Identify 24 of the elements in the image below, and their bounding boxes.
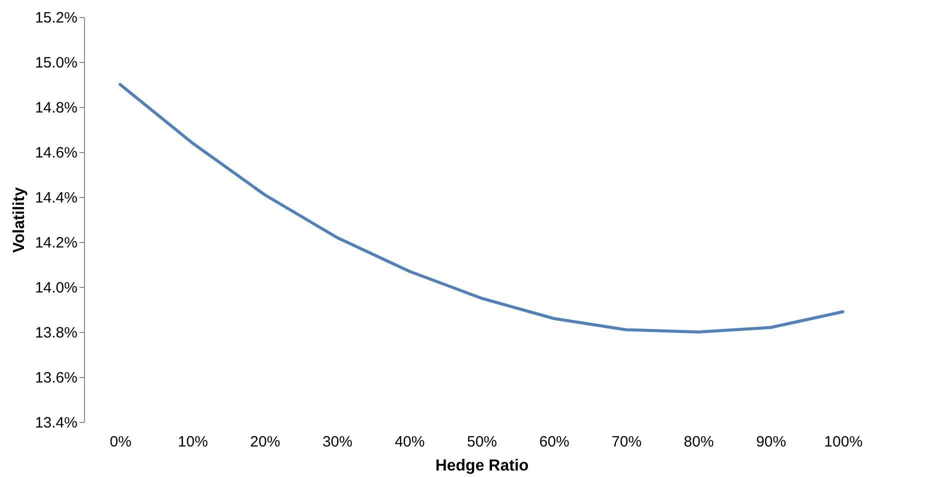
y-tick-label: 15.0% (34, 54, 78, 72)
y-tick-label: 15.2% (34, 10, 78, 26)
x-tick-label: 0% (110, 434, 132, 450)
x-tick-label: 80% (684, 434, 714, 450)
x-tick-label: 30% (322, 434, 352, 450)
line-series (118, 83, 844, 334)
y-tick-label: 14.2% (34, 234, 78, 252)
x-tick-label: 40% (394, 434, 425, 450)
y-tick-label: 13.6% (34, 370, 78, 386)
y-tick-label: 13.4% (34, 414, 78, 432)
x-tick-label: 100% (824, 434, 863, 450)
x-axis-title: Hedge Ratio (435, 458, 529, 474)
x-tick-label: 60% (539, 434, 570, 450)
x-tick-label: 50% (466, 434, 498, 450)
y-tick-label: 14.6% (34, 144, 78, 162)
y-tick-label: 13.8% (34, 324, 78, 342)
x-tick-label: 10% (178, 434, 208, 450)
x-tick-label: 70% (612, 434, 642, 450)
y-tick-label: 14.0% (34, 280, 78, 296)
x-tick-label: 20% (250, 434, 280, 450)
y-tick-label: 14.4% (34, 190, 78, 206)
y-tick-label: 14.8% (34, 100, 78, 116)
x-tick-label: 90% (756, 434, 786, 450)
y-axis-title: Volatility (10, 187, 28, 253)
